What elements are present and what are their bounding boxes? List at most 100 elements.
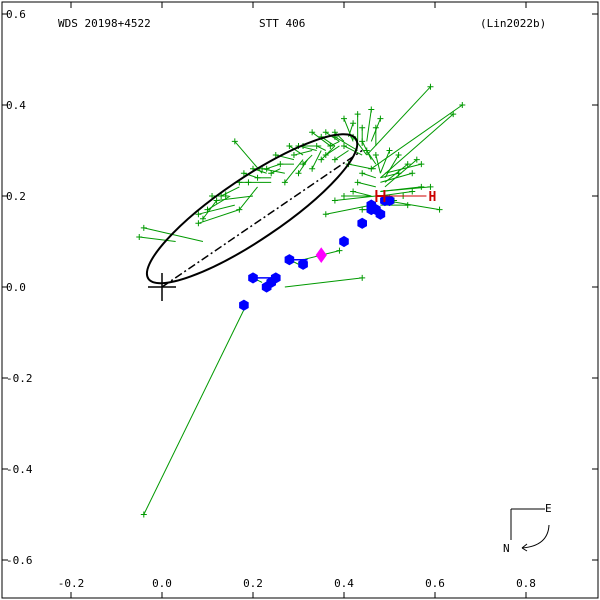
residual-line xyxy=(380,190,413,197)
residual-line xyxy=(379,150,390,174)
micrometer-point xyxy=(290,152,297,159)
residual-line xyxy=(316,145,327,151)
residual-line xyxy=(370,118,381,142)
compass: E N xyxy=(503,502,552,555)
residual-line xyxy=(143,227,204,242)
micrometer-point xyxy=(368,106,375,113)
h-point-label: H xyxy=(428,190,436,205)
micrometer-point xyxy=(318,156,325,163)
residual-line xyxy=(238,186,258,210)
residual-line xyxy=(343,145,363,156)
micrometer-point xyxy=(341,115,347,122)
x-tick-label: 0.4 xyxy=(334,577,354,590)
speckle-point xyxy=(270,272,281,284)
orbit-ellipse xyxy=(145,133,359,285)
residual-line xyxy=(357,181,376,188)
micrometer-point xyxy=(322,211,329,218)
residual-line xyxy=(366,109,372,142)
micrometer-point xyxy=(268,170,275,177)
micrometer-point xyxy=(377,115,384,122)
micrometer-point xyxy=(354,111,361,118)
micrometer-point xyxy=(372,152,379,159)
residual-line xyxy=(320,145,336,160)
micrometer-point xyxy=(354,179,361,186)
micrometer-point xyxy=(350,188,357,195)
micrometer-point xyxy=(231,138,238,145)
micrometer-point xyxy=(140,511,147,518)
micrometer-point xyxy=(236,206,243,213)
residual-line xyxy=(139,236,176,242)
data-marks: H xyxy=(239,190,436,311)
micrometer-point xyxy=(140,224,147,231)
residual-line xyxy=(289,145,304,156)
micrometer-point xyxy=(359,206,366,213)
residual-line xyxy=(343,118,354,142)
h-point-marker xyxy=(375,190,386,202)
micrometer-point xyxy=(341,193,347,199)
residual-line xyxy=(325,131,340,142)
residual-line xyxy=(202,200,218,220)
compass-arrowhead xyxy=(521,543,528,552)
micrometer-point xyxy=(199,215,206,222)
y-tick-label: 0.4 xyxy=(6,99,26,112)
residual-line xyxy=(371,104,463,170)
micrometer-point xyxy=(281,179,288,186)
residual-line xyxy=(220,186,240,197)
micrometer-point xyxy=(331,156,338,163)
micrometer-point xyxy=(395,170,402,177)
micrometer-point xyxy=(404,161,411,168)
x-tick-label: 0.2 xyxy=(243,577,263,590)
x-tick-label: 0.6 xyxy=(425,577,445,590)
speckle-point xyxy=(384,195,395,207)
x-tick-label: 0.0 xyxy=(152,577,172,590)
residual-line xyxy=(362,172,377,179)
speckle-point xyxy=(375,208,386,220)
micrometer-point xyxy=(295,170,302,177)
residual-line xyxy=(334,195,376,202)
micrometer-point xyxy=(363,147,370,154)
micrometer-point xyxy=(136,233,143,240)
micrometer-point xyxy=(322,129,329,136)
speckle-point xyxy=(366,204,377,216)
micrometer-point xyxy=(336,247,343,254)
micrometer-point xyxy=(341,142,347,149)
residual-line xyxy=(380,186,431,192)
residual-line xyxy=(266,163,281,170)
compass-north-label: N xyxy=(503,542,510,555)
residual-line xyxy=(302,154,313,165)
system-name-label: STT 406 xyxy=(259,17,305,30)
y-tick-label: 0.2 xyxy=(6,190,26,203)
micrometer-point xyxy=(195,211,202,218)
micrometer-point xyxy=(331,197,338,204)
wds-label: WDS 20198+4522 xyxy=(58,17,151,30)
residual-line xyxy=(243,172,258,179)
x-tick-label: -0.2 xyxy=(58,577,85,590)
residual-line xyxy=(198,209,240,224)
micrometer-point xyxy=(309,165,316,172)
micrometer-point xyxy=(359,274,366,281)
micrometer-point xyxy=(359,170,366,177)
residual-line xyxy=(334,150,349,161)
residual-line xyxy=(311,150,322,169)
residual-line xyxy=(330,140,340,147)
residual-line xyxy=(270,168,281,174)
residual-line xyxy=(293,150,313,156)
micrometer-point xyxy=(459,102,466,108)
y-tick-label: -0.2 xyxy=(6,372,33,385)
residual-line xyxy=(366,86,431,156)
speckle-point xyxy=(339,235,349,248)
micrometer-point xyxy=(209,193,216,199)
micrometer-point xyxy=(418,161,425,168)
primary-star-marker xyxy=(148,273,176,301)
orbit-group xyxy=(145,133,363,301)
residual-line xyxy=(384,154,400,179)
residual-line xyxy=(380,172,399,179)
micrometer-point xyxy=(395,152,402,159)
micrometer-point xyxy=(300,161,307,168)
micrometer-point xyxy=(350,120,357,127)
residual-line xyxy=(284,159,304,183)
speckle-point xyxy=(284,254,295,266)
micrometer-point xyxy=(418,183,425,190)
